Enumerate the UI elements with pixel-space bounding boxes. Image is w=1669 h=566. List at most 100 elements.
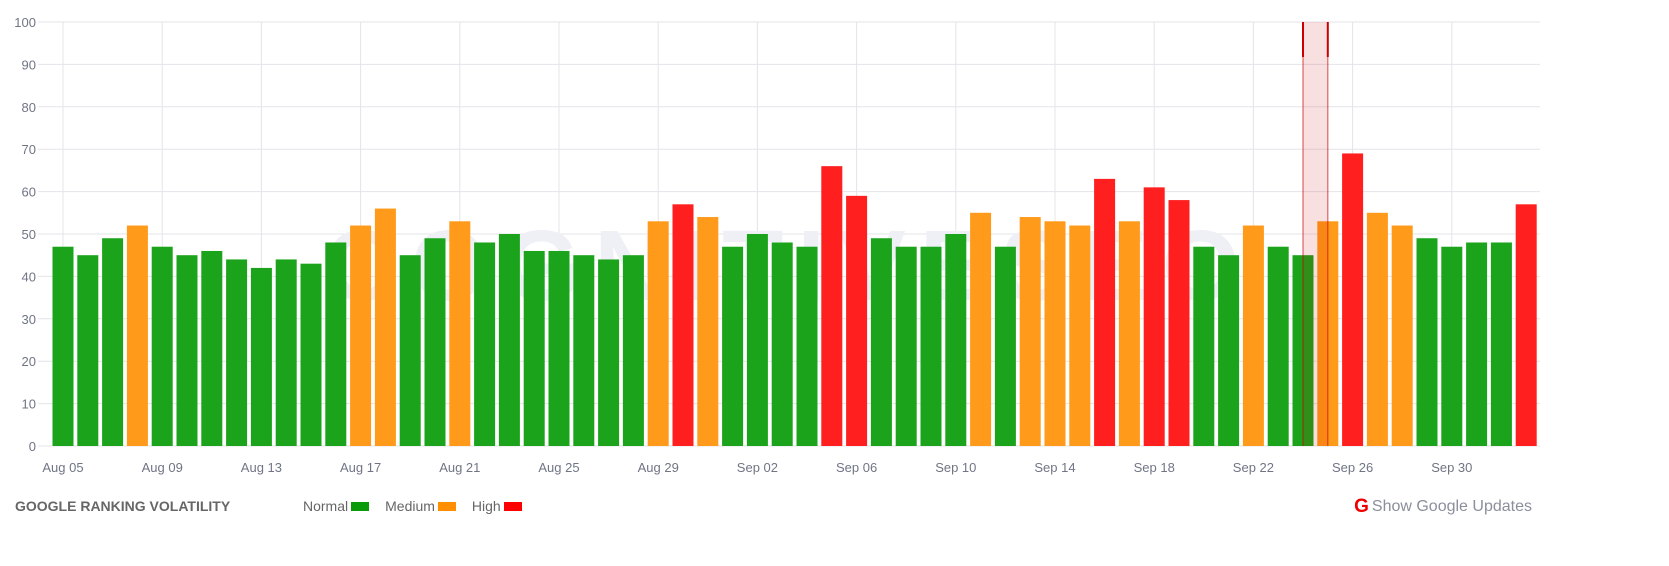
bar-aug-24 <box>523 250 545 446</box>
bar-sep-03 <box>771 242 793 446</box>
y-tick-label: 0 <box>29 439 36 454</box>
bar-aug-21 <box>449 221 471 446</box>
bar-aug-28 <box>622 255 644 446</box>
chart-title: GOOGLE RANKING VOLATILITY <box>15 498 231 514</box>
legend-swatch-high <box>503 501 522 511</box>
bar-aug-13 <box>250 267 272 446</box>
x-tick-label: Sep 02 <box>737 460 778 475</box>
bar-sep-21 <box>1218 255 1240 446</box>
legend-item-normal[interactable]: Normal <box>303 498 370 514</box>
y-tick-label: 90 <box>22 57 36 72</box>
bar-sep-27 <box>1366 212 1388 446</box>
bar-sep-14 <box>1044 221 1066 446</box>
bar-aug-23 <box>498 234 520 446</box>
y-tick-label: 70 <box>22 142 36 157</box>
bar-sep-15 <box>1069 225 1091 446</box>
chart-svg: 0102030405060708090100COGNITIVESEOAug 05… <box>14 15 1540 475</box>
bar-sep-18 <box>1143 187 1165 447</box>
legend-item-high[interactable]: High <box>472 498 522 514</box>
show-google-updates-label: Show Google Updates <box>1371 498 1532 515</box>
bar-aug-08 <box>126 225 148 446</box>
x-tick-label: Aug 13 <box>241 460 282 475</box>
bar-aug-20 <box>424 238 446 446</box>
y-tick-label: 40 <box>22 269 36 284</box>
bar-sep-13 <box>1019 217 1041 446</box>
y-tick-label: 10 <box>22 397 36 412</box>
bar-oct-01 <box>1466 242 1488 446</box>
bar-sep-23 <box>1267 246 1289 446</box>
bar-aug-12 <box>226 259 248 446</box>
bar-aug-18 <box>374 208 396 446</box>
bar-aug-15 <box>300 263 322 446</box>
bar-aug-29 <box>647 221 669 446</box>
bar-aug-22 <box>474 242 496 446</box>
y-tick-label: 80 <box>22 100 36 115</box>
bar-oct-02 <box>1490 242 1512 446</box>
bar-sep-02 <box>746 234 768 446</box>
bar-sep-26 <box>1342 153 1364 446</box>
bar-sep-20 <box>1193 246 1215 446</box>
bar-sep-30 <box>1441 246 1463 446</box>
legend-swatch-normal <box>351 501 370 511</box>
bar-sep-09 <box>920 246 942 446</box>
bar-aug-19 <box>399 255 421 446</box>
bar-aug-26 <box>573 255 595 446</box>
bar-sep-06 <box>846 195 868 446</box>
x-tick-label: Sep 18 <box>1134 460 1175 475</box>
bar-sep-10 <box>945 234 967 446</box>
x-tick-label: Sep 22 <box>1233 460 1274 475</box>
x-tick-label: Aug 09 <box>142 460 183 475</box>
legend: Normal Medium High <box>303 498 538 514</box>
legend-label: Normal <box>303 498 349 514</box>
y-tick-label: 20 <box>22 354 36 369</box>
google-g-icon: G <box>1354 496 1369 517</box>
bar-sep-11 <box>970 212 992 446</box>
bar-sep-19 <box>1168 200 1190 446</box>
bar-sep-16 <box>1094 178 1116 446</box>
bar-sep-04 <box>796 246 818 446</box>
legend-label: High <box>471 498 501 514</box>
x-tick-label: Aug 17 <box>340 460 381 475</box>
bar-aug-31 <box>697 217 719 446</box>
y-tick-label: 60 <box>22 185 36 200</box>
bar-aug-05 <box>52 246 74 446</box>
x-tick-label: Sep 26 <box>1332 460 1373 475</box>
bar-sep-01 <box>722 246 744 446</box>
bar-sep-12 <box>994 246 1016 446</box>
bar-aug-25 <box>548 250 570 446</box>
x-tick-label: Sep 30 <box>1431 460 1472 475</box>
bar-sep-22 <box>1242 225 1264 446</box>
bar-aug-07 <box>102 238 124 446</box>
legend-swatch-medium <box>437 501 456 511</box>
y-tick-label: 30 <box>22 312 36 327</box>
bar-aug-16 <box>325 242 347 446</box>
bar-sep-17 <box>1118 221 1140 446</box>
x-tick-label: Sep 10 <box>935 460 976 475</box>
x-tick-label: Aug 21 <box>439 460 480 475</box>
bar-sep-29 <box>1416 238 1438 446</box>
legend-item-medium[interactable]: Medium <box>385 498 456 514</box>
x-tick-label: Sep 14 <box>1034 460 1075 475</box>
bar-aug-17 <box>350 225 372 446</box>
bar-sep-08 <box>895 246 917 446</box>
bar-oct-03 <box>1515 204 1537 446</box>
legend-label: Medium <box>385 498 435 514</box>
show-google-updates-button[interactable]: G Show Google Updates <box>1354 496 1532 518</box>
x-tick-label: Sep 06 <box>836 460 877 475</box>
bar-aug-09 <box>151 246 173 446</box>
bar-aug-30 <box>672 204 694 446</box>
y-tick-label: 50 <box>22 227 36 242</box>
bar-aug-10 <box>176 255 198 446</box>
x-tick-label: Aug 05 <box>42 460 83 475</box>
bar-sep-05 <box>821 166 843 446</box>
bar-aug-27 <box>598 259 620 446</box>
bar-sep-07 <box>870 238 892 446</box>
y-tick-label: 100 <box>14 15 36 30</box>
bar-aug-11 <box>201 250 223 446</box>
bar-aug-14 <box>275 259 297 446</box>
google-update-band <box>1303 22 1328 446</box>
bar-aug-06 <box>77 255 99 446</box>
bar-sep-28 <box>1391 225 1413 446</box>
x-tick-label: Aug 29 <box>638 460 679 475</box>
